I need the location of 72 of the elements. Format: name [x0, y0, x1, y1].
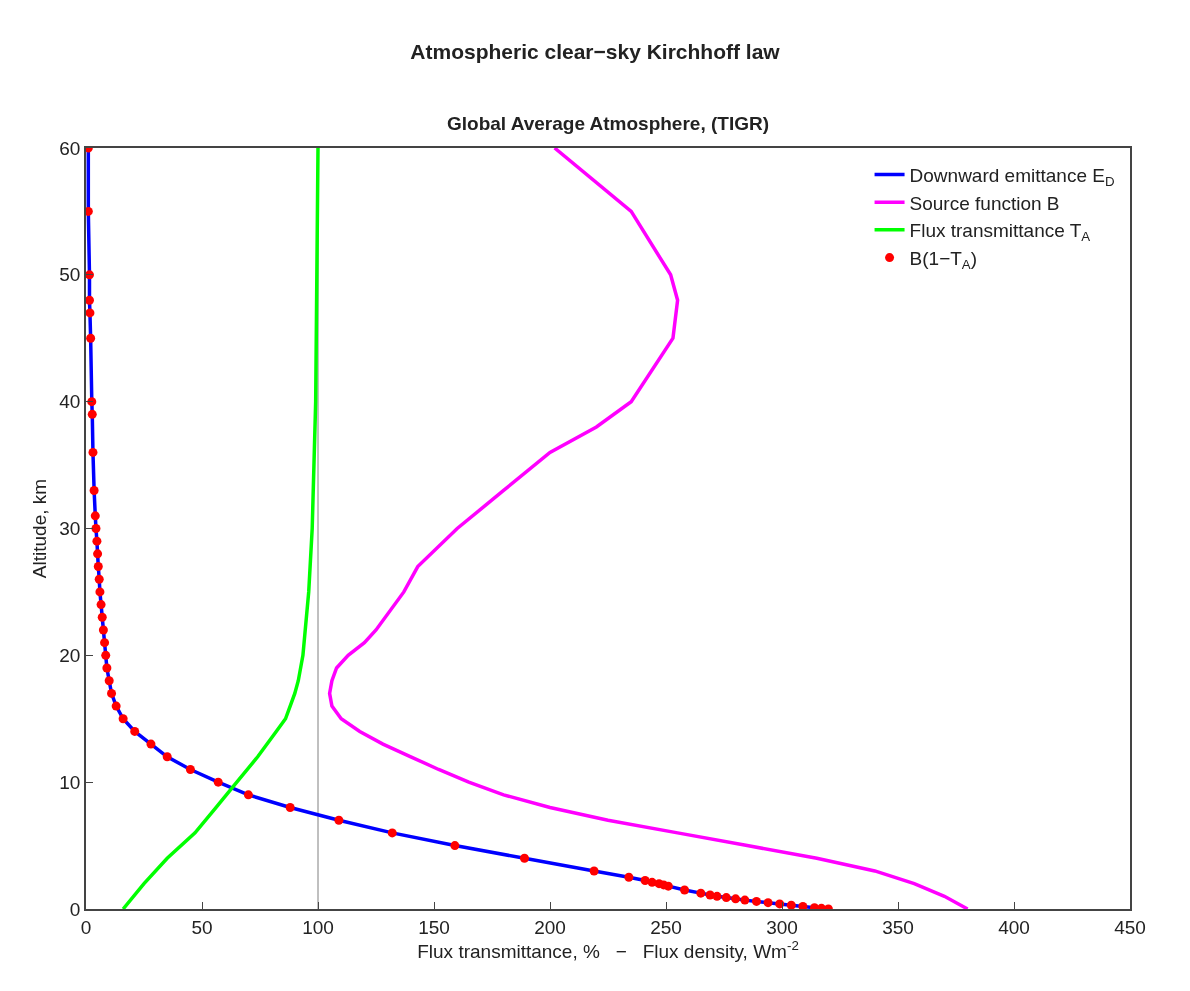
point	[731, 894, 741, 904]
point	[90, 511, 100, 521]
point	[91, 524, 101, 533]
point	[334, 815, 344, 825]
point	[721, 893, 731, 903]
point	[130, 726, 140, 736]
point	[798, 901, 808, 909]
point	[243, 790, 253, 800]
point	[111, 701, 121, 711]
point	[96, 600, 106, 610]
point	[97, 612, 107, 622]
point	[92, 536, 102, 546]
point	[86, 333, 96, 343]
point	[213, 777, 223, 787]
point	[102, 663, 112, 673]
point	[89, 485, 99, 495]
point	[589, 866, 599, 876]
point	[101, 650, 111, 660]
point	[93, 549, 103, 559]
point	[104, 676, 114, 686]
point	[740, 895, 750, 905]
legend-label: Source function B	[909, 192, 1060, 214]
point	[387, 828, 397, 838]
point	[751, 896, 761, 906]
point	[146, 739, 156, 749]
line-series	[121, 148, 320, 909]
y-tick-label: 0	[69, 898, 81, 920]
point	[100, 638, 110, 648]
x-tick-label: 400	[998, 916, 1030, 938]
x-tick-label: 350	[882, 916, 914, 938]
point	[87, 397, 97, 407]
point	[786, 900, 796, 909]
legend-label: B(1−T$_{A}$)	[909, 247, 978, 272]
x-tick-label: 200	[534, 916, 566, 938]
point	[285, 803, 295, 813]
point	[519, 853, 529, 863]
point	[162, 752, 172, 762]
point	[624, 872, 634, 882]
point	[185, 764, 195, 774]
point	[93, 562, 103, 572]
chart-title: Atmospheric clear−sky Kirchhoff law	[410, 40, 781, 64]
legend-label: Flux transmittance T$_{A}$	[909, 220, 1091, 245]
y-tick-label: 30	[59, 518, 81, 540]
point	[86, 308, 95, 318]
y-tick-label: 40	[59, 391, 81, 413]
x-tick-label: 450	[1114, 916, 1146, 938]
point	[98, 625, 108, 635]
point	[94, 574, 104, 584]
point	[696, 888, 706, 898]
y-tick-label: 60	[59, 137, 81, 159]
y-tick-label: 20	[59, 644, 81, 666]
point	[680, 885, 690, 895]
x-tick-label: 150	[418, 916, 450, 938]
point	[107, 688, 117, 698]
legend-label: Downward emittance E$_{D}$	[909, 164, 1115, 189]
y-tick-label: 10	[59, 771, 81, 793]
x-tick-label: 50	[191, 916, 213, 938]
point	[95, 587, 105, 597]
point	[712, 891, 722, 901]
x-tick-label: 100	[302, 916, 334, 938]
y-tick-label: 50	[59, 264, 81, 286]
point	[450, 841, 460, 851]
chart-subtitle: Global Average Atmosphere, (TIGR)	[447, 113, 769, 134]
point	[88, 447, 98, 457]
point	[118, 714, 128, 724]
y-axis-title: Altitude, km	[28, 478, 50, 579]
x-axis-title: Flux transmittance, % − Flux density, Wm$^{-2}$	[417, 937, 799, 962]
x-tick-label: 300	[766, 916, 798, 938]
point	[87, 409, 97, 419]
point	[86, 295, 94, 305]
point	[763, 898, 773, 908]
x-tick-label: 250	[650, 916, 682, 938]
